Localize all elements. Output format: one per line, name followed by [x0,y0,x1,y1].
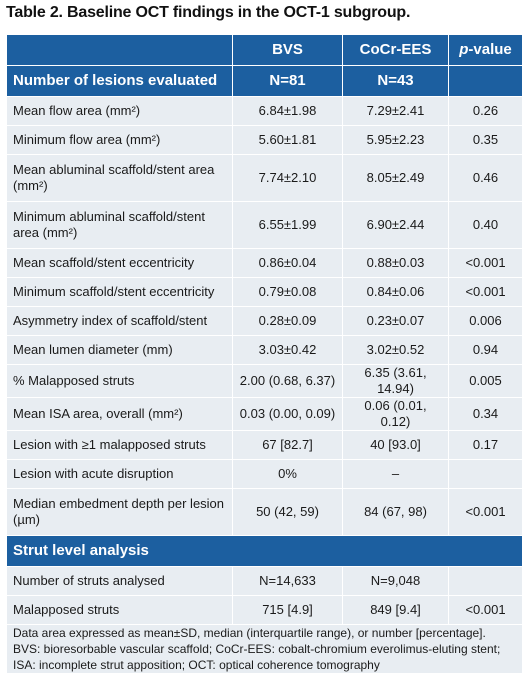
header-bvs: BVS [232,34,343,66]
table-row: % Malapposed struts 2.00 (0.68, 6.37) 6.35… [6,364,523,398]
bvs-value: 0.79±0.08 [232,277,343,307]
header-p-suffix: -value [468,41,512,58]
p-value: 0.40 [448,201,523,249]
cocr-ees-value: 0.84±0.06 [342,277,449,307]
row-label: Asymmetry index of scaffold/stent [6,306,233,336]
row-label: Mean scaffold/stent eccentricity [6,248,233,278]
row-label: Number of struts analysed [6,566,233,596]
cocr-ees-value: 6.90±2.44 [342,201,449,249]
table-row: Lesion with acute disruption 0% – [6,459,523,489]
row-label: Mean ISA area, overall (mm²) [6,397,233,431]
p-value: 0.35 [448,125,523,155]
row-label: Mean abluminal scaffold/stent area (mm²) [6,154,233,202]
row-label: Minimum scaffold/stent eccentricity [6,277,233,307]
table-caption: Table 2. Baseline OCT findings in the OC… [6,4,411,21]
row-label: % Malapposed struts [6,364,233,398]
cocr-ees-value: 0.23±0.07 [342,306,449,336]
table-row: Asymmetry index of scaffold/stent 0.28±0.… [6,306,523,336]
cocr-ees-value: 6.35 (3.61, 14.94) [342,364,449,398]
table-row: Mean scaffold/stent eccentricity 0.86±0.0… [6,248,523,278]
header-row: BVS CoCr-EES p-value [6,34,523,66]
row-label: Lesion with ≥1 malapposed struts [6,430,233,460]
bvs-value: 715 [4.9] [232,595,343,625]
strut-section-row: Strut level analysis [6,535,523,567]
bvs-value: 0% [232,459,343,489]
p-value: 0.26 [448,96,523,126]
lesions-section-p [448,65,523,97]
table-row: Number of struts analysed N=14,633 N=9,048 [6,566,523,596]
table-row: Median embedment depth per lesion (µm) 50… [6,488,523,536]
p-value: 0.34 [448,397,523,431]
header-cocr-ees: CoCr-EES [342,34,449,66]
header-p-italic: p [459,41,469,58]
cocr-ees-value: 84 (67, 98) [342,488,449,536]
bvs-value: 5.60±1.81 [232,125,343,155]
cocr-ees-value: – [342,459,449,489]
oct-findings-table: BVS CoCr-EES p-value Number of lesions e… [6,34,523,674]
table-row: Minimum abluminal scaffold/stent area (m… [6,201,523,249]
table-row: Minimum scaffold/stent eccentricity 0.79±… [6,277,523,307]
p-value: 0.006 [448,306,523,336]
bvs-value: 0.86±0.04 [232,248,343,278]
p-value: <0.001 [448,277,523,307]
row-label: Mean flow area (mm²) [6,96,233,126]
lesions-section-bvs: N=81 [232,65,343,97]
row-label: Minimum flow area (mm²) [6,125,233,155]
row-label: Minimum abluminal scaffold/stent area (m… [6,201,233,249]
row-label: Median embedment depth per lesion (µm) [6,488,233,536]
bvs-value: 0.28±0.09 [232,306,343,336]
bvs-value: 50 (42, 59) [232,488,343,536]
lesions-section-ees: N=43 [342,65,449,97]
table-row: Mean lumen diameter (mm) 3.03±0.42 3.02±0.… [6,335,523,365]
p-value: 0.46 [448,154,523,202]
cocr-ees-value: 0.06 (0.01, 0.12) [342,397,449,431]
table-row: Lesion with ≥1 malapposed struts 67 [82.7… [6,430,523,460]
bvs-value: 6.84±1.98 [232,96,343,126]
bvs-value: 6.55±1.99 [232,201,343,249]
bvs-value: 2.00 (0.68, 6.37) [232,364,343,398]
p-value [448,566,523,596]
table-row: Mean flow area (mm²) 6.84±1.98 7.29±2.41 0.… [6,96,523,126]
p-value: <0.001 [448,248,523,278]
table-row: Mean ISA area, overall (mm²) 0.03 (0.00, … [6,397,523,431]
cocr-ees-value: 0.88±0.03 [342,248,449,278]
header-p-value: p-value [448,34,523,66]
lesions-section-label: Number of lesions evaluated [6,65,233,97]
footnote-row: Data area expressed as mean±SD, median (… [6,624,523,674]
cocr-ees-value: N=9,048 [342,566,449,596]
table-row: Mean abluminal scaffold/stent area (mm²)… [6,154,523,202]
strut-section-label: Strut level analysis [6,535,523,567]
table-row: Minimum flow area (mm²) 5.60±1.81 5.95±2.2… [6,125,523,155]
cocr-ees-value: 40 [93.0] [342,430,449,460]
bvs-value: 7.74±2.10 [232,154,343,202]
bvs-value: N=14,633 [232,566,343,596]
cocr-ees-value: 8.05±2.49 [342,154,449,202]
bvs-value: 67 [82.7] [232,430,343,460]
row-label: Lesion with acute disruption [6,459,233,489]
cocr-ees-value: 5.95±2.23 [342,125,449,155]
p-value: <0.001 [448,595,523,625]
lesions-section-row: Number of lesions evaluated N=81 N=43 [6,65,523,97]
cocr-ees-value: 849 [9.4] [342,595,449,625]
row-label: Mean lumen diameter (mm) [6,335,233,365]
p-value: 0.94 [448,335,523,365]
row-label: Malapposed struts [6,595,233,625]
header-blank [6,34,233,66]
strut-rows: Number of struts analysed N=14,633 N=9,048… [6,566,523,625]
p-value: <0.001 [448,488,523,536]
cocr-ees-value: 7.29±2.41 [342,96,449,126]
p-value: 0.005 [448,364,523,398]
p-value [448,459,523,489]
table-row: Malapposed struts 715 [4.9] 849 [9.4] <0.00… [6,595,523,625]
p-value: 0.17 [448,430,523,460]
lesion-rows: Mean flow area (mm²) 6.84±1.98 7.29±2.41 0.… [6,96,523,536]
cocr-ees-value: 3.02±0.52 [342,335,449,365]
bvs-value: 0.03 (0.00, 0.09) [232,397,343,431]
bvs-value: 3.03±0.42 [232,335,343,365]
table-footnote: Data area expressed as mean±SD, median (… [6,624,523,674]
